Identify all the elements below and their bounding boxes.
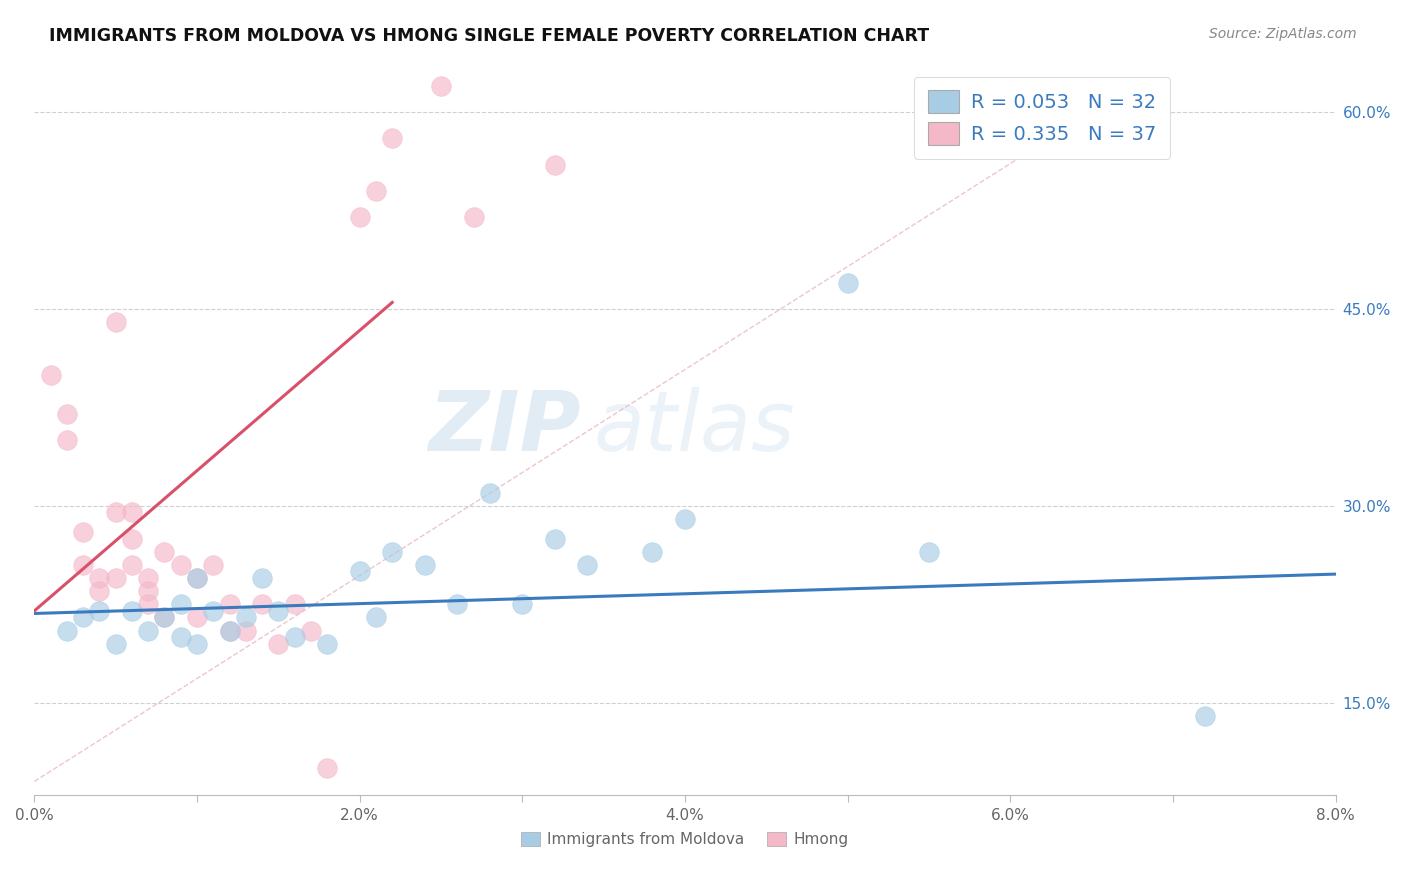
Point [153, 610, 176, 624]
Point [186, 610, 208, 624]
Point [136, 624, 159, 638]
Point [641, 545, 664, 559]
Point [284, 630, 307, 644]
Point [89, 584, 111, 599]
Point [72, 610, 94, 624]
Point [250, 597, 273, 611]
Point [170, 801, 193, 815]
Point [544, 158, 567, 172]
Point [316, 761, 339, 775]
Point [121, 532, 143, 546]
Point [218, 624, 240, 638]
Point [413, 558, 436, 572]
Point [837, 276, 859, 290]
Point [381, 131, 404, 145]
Point [136, 571, 159, 585]
Point [349, 565, 371, 579]
Point [121, 604, 143, 618]
Point [136, 597, 159, 611]
Point [544, 532, 567, 546]
Point [104, 505, 127, 519]
Point [202, 558, 225, 572]
Point [56, 407, 79, 421]
Point [299, 624, 322, 638]
Point [136, 584, 159, 599]
Point [364, 184, 387, 198]
Point [121, 558, 143, 572]
Point [186, 571, 208, 585]
Point [104, 315, 127, 329]
Point [39, 368, 62, 382]
Point [250, 571, 273, 585]
Point [267, 637, 290, 651]
Point [235, 610, 257, 624]
Point [364, 610, 387, 624]
Point [576, 558, 599, 572]
Point [170, 558, 193, 572]
Point [218, 624, 240, 638]
Point [463, 210, 485, 224]
Point [170, 597, 193, 611]
Point [673, 512, 696, 526]
Text: ZIP: ZIP [429, 386, 581, 467]
Point [89, 604, 111, 618]
Point [121, 505, 143, 519]
Point [316, 637, 339, 651]
Point [186, 637, 208, 651]
Text: atlas: atlas [593, 386, 796, 467]
Point [104, 637, 127, 651]
Point [186, 571, 208, 585]
Point [510, 597, 533, 611]
Point [56, 434, 79, 448]
Point [89, 571, 111, 585]
Point [349, 210, 371, 224]
Point [202, 604, 225, 618]
Point [235, 624, 257, 638]
Point [478, 485, 501, 500]
Point [381, 545, 404, 559]
Point [918, 545, 941, 559]
Text: IMMIGRANTS FROM MOLDOVA VS HMONG SINGLE FEMALE POVERTY CORRELATION CHART: IMMIGRANTS FROM MOLDOVA VS HMONG SINGLE … [49, 27, 929, 45]
Point [1194, 709, 1216, 723]
Point [153, 545, 176, 559]
Point [430, 78, 453, 93]
Point [153, 610, 176, 624]
Point [56, 624, 79, 638]
Point [218, 597, 240, 611]
Point [267, 604, 290, 618]
Point [446, 597, 468, 611]
Point [170, 630, 193, 644]
Point [284, 597, 307, 611]
Point [104, 571, 127, 585]
Point [72, 525, 94, 540]
Text: Source: ZipAtlas.com: Source: ZipAtlas.com [1209, 27, 1357, 41]
Point [72, 558, 94, 572]
Legend: R = 0.053   N = 32, R = 0.335   N = 37: R = 0.053 N = 32, R = 0.335 N = 37 [914, 77, 1170, 159]
